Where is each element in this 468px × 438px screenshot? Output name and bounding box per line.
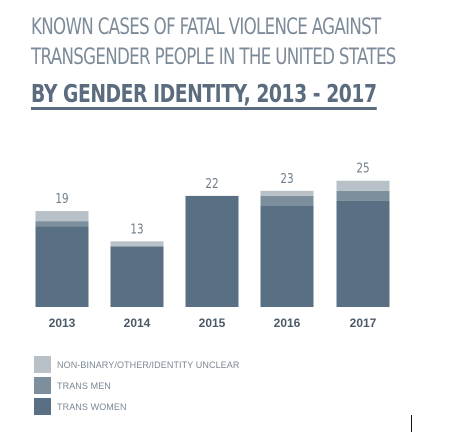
total-label-2013: 19: [55, 191, 68, 206]
bar-segment-2013-trans-men: [35, 221, 89, 227]
bar-segment-2016-non-binary-other-identity-unclear: [260, 190, 314, 196]
legend-label-trans-women: TRANS WOMEN: [57, 401, 127, 412]
legend-item-nonbinary: NON-BINARY/OTHER/IDENTITY UNCLEAR: [34, 356, 240, 373]
legend-item-trans-men: TRANS MEN: [34, 377, 240, 394]
x-tick-label-2013: 2013: [49, 316, 76, 330]
legend-label-nonbinary: NON-BINARY/OTHER/IDENTITY UNCLEAR: [57, 359, 240, 370]
legend: NON-BINARY/OTHER/IDENTITY UNCLEAR TRANS …: [34, 356, 240, 419]
bar-segment-2013-non-binary-other-identity-unclear: [35, 211, 89, 222]
legend-label-trans-men: TRANS MEN: [57, 380, 111, 391]
text-cursor: [411, 415, 412, 432]
x-tick-label-2017: 2017: [350, 316, 377, 330]
x-tick-label-2015: 2015: [199, 316, 226, 330]
total-label-2014: 13: [130, 221, 143, 236]
chart-title-line-1: KNOWN CASES OF FATAL VIOLENCE AGAINST: [31, 14, 381, 40]
legend-swatch-trans-women: [34, 398, 51, 415]
bar-segment-2015-trans-women: [185, 195, 239, 307]
chart-title-line-2: TRANSGENDER PEOPLE IN THE UNITED STATES: [31, 44, 396, 70]
x-tick-label-2016: 2016: [274, 316, 301, 330]
legend-swatch-trans-men: [34, 377, 51, 394]
total-label-2017: 25: [356, 161, 369, 176]
bar-segment-2017-trans-men: [336, 190, 390, 201]
stacked-bar-chart: 19 2013 13 2014 22 2015 23 2016 25 2017: [35, 161, 390, 330]
total-label-2015: 22: [205, 176, 218, 191]
total-label-2016: 23: [280, 171, 293, 186]
chart-subtitle: BY GENDER IDENTITY, 2013 - 2017: [31, 79, 377, 110]
bar-segment-2017-non-binary-other-identity-unclear: [336, 180, 390, 191]
bar-segment-2017-trans-women: [336, 200, 390, 307]
bar-segment-2016-trans-women: [260, 206, 314, 307]
bar-segment-2014-trans-women: [110, 246, 164, 307]
bar-segment-2013-trans-women: [35, 226, 89, 307]
bar-segment-2016-trans-men: [260, 195, 314, 206]
legend-item-trans-women: TRANS WOMEN: [34, 398, 240, 415]
x-tick-label-2014: 2014: [124, 316, 151, 330]
legend-swatch-nonbinary: [34, 356, 51, 373]
bar-segment-2014-non-binary-other-identity-unclear: [110, 241, 164, 247]
